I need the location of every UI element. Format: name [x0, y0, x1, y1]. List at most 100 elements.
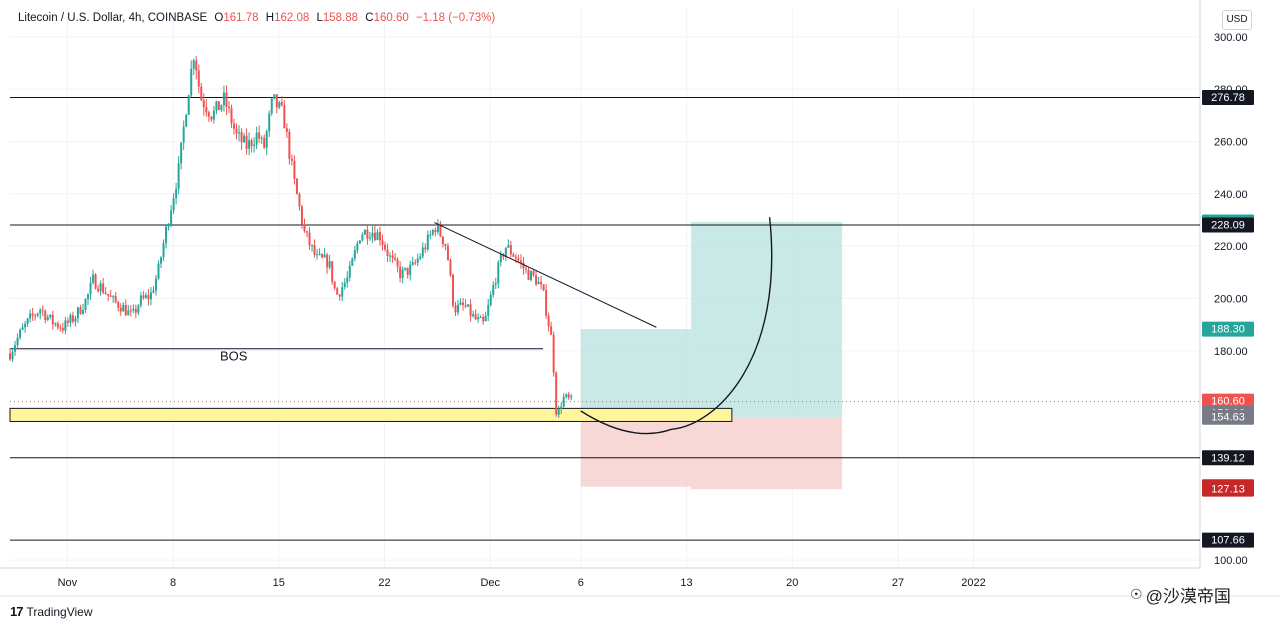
candle-body [215, 101, 218, 111]
candle [222, 85, 225, 112]
candle-body [524, 268, 527, 270]
candle [84, 298, 87, 313]
candle [152, 286, 155, 294]
candle-body [263, 137, 266, 148]
price-tag: 139.12 [1202, 450, 1254, 466]
candle [21, 323, 24, 331]
candle-body [386, 249, 389, 256]
candle-body [84, 299, 87, 311]
candle [243, 132, 246, 143]
candle [200, 83, 203, 101]
watermark: ☉ @沙漠帝国 [1130, 582, 1231, 607]
candle-body [323, 254, 326, 258]
candle [353, 245, 356, 262]
candle [139, 292, 142, 308]
candle-body [487, 305, 490, 316]
candle-body [76, 307, 79, 319]
candle [9, 348, 11, 361]
price-axis-labels: 300.00280.00260.00240.00220.00200.00180.… [1214, 32, 1248, 567]
candle [361, 232, 364, 242]
candle [202, 93, 205, 116]
candle [167, 222, 170, 231]
candle [441, 236, 444, 248]
low-key: L [316, 12, 323, 24]
candle [366, 223, 369, 245]
candle-body [104, 292, 107, 295]
candle [439, 220, 442, 238]
price-tag-label: 127.13 [1211, 484, 1245, 496]
candle-body [258, 132, 261, 139]
tradingview-logo-text: TradingView [26, 604, 93, 619]
position-stop-zone [580, 413, 692, 487]
candle [431, 228, 434, 237]
candle-body [530, 271, 533, 280]
candle-body [467, 304, 470, 307]
currency-button[interactable]: USD [1222, 10, 1252, 30]
candle-body [137, 305, 140, 313]
candle-body [514, 256, 517, 259]
candle-body [129, 310, 132, 312]
price-tag: 276.78 [1202, 90, 1254, 106]
position-target-zone [580, 329, 692, 414]
candle [532, 269, 535, 278]
time-axis-labels: Nov 8 15 22 Dec 6 13 20 27 2022 [58, 577, 986, 589]
candle-body [502, 254, 505, 257]
candle [24, 321, 27, 333]
candle [46, 314, 49, 322]
candle-body [144, 295, 147, 298]
candle [477, 313, 480, 323]
candle-body [202, 100, 205, 108]
candle [328, 254, 331, 270]
low-value: 158.88 [322, 12, 359, 24]
candle [489, 291, 492, 307]
candle [14, 340, 17, 357]
candle-body [273, 94, 276, 99]
tradingview-logo[interactable]: 17 TradingView [10, 604, 93, 619]
candle-body [51, 314, 54, 325]
candle [565, 393, 568, 399]
candle [230, 104, 233, 128]
candle-body [562, 396, 565, 407]
candle [305, 230, 308, 238]
candle-body [99, 283, 102, 292]
price-tick-label: 240.00 [1214, 189, 1248, 201]
candle [99, 280, 102, 296]
candle [76, 306, 79, 324]
candle-body [321, 254, 324, 258]
candle-body [356, 243, 359, 251]
candle-body [504, 247, 507, 257]
candle [497, 260, 500, 289]
candle [245, 128, 248, 155]
candle [29, 309, 32, 323]
candle [275, 94, 278, 114]
candle [127, 304, 130, 316]
candle-body [227, 106, 230, 108]
candle [416, 253, 419, 267]
candle [512, 252, 515, 258]
candle-body [336, 288, 339, 295]
candle [313, 239, 316, 258]
candle [358, 239, 361, 245]
time-tick-label: 2022 [961, 577, 985, 589]
candle-body [293, 160, 296, 179]
candle-body [147, 295, 150, 300]
candle [535, 270, 538, 287]
candle-body [527, 269, 530, 280]
candle-body [114, 296, 117, 302]
candle-body [366, 229, 369, 239]
candle-body [217, 101, 220, 111]
candle [303, 218, 306, 233]
candle-body [56, 323, 59, 328]
candle-body [311, 245, 314, 247]
candle [293, 155, 296, 185]
candle-body [238, 132, 241, 134]
candle [386, 243, 389, 262]
candle-body [436, 223, 439, 232]
candle-body [233, 123, 236, 129]
candle-body [477, 317, 480, 320]
price-tag-box [1202, 217, 1254, 233]
price-tag-label: 188.30 [1211, 324, 1245, 336]
candle [295, 178, 298, 195]
candle-body [540, 281, 543, 285]
